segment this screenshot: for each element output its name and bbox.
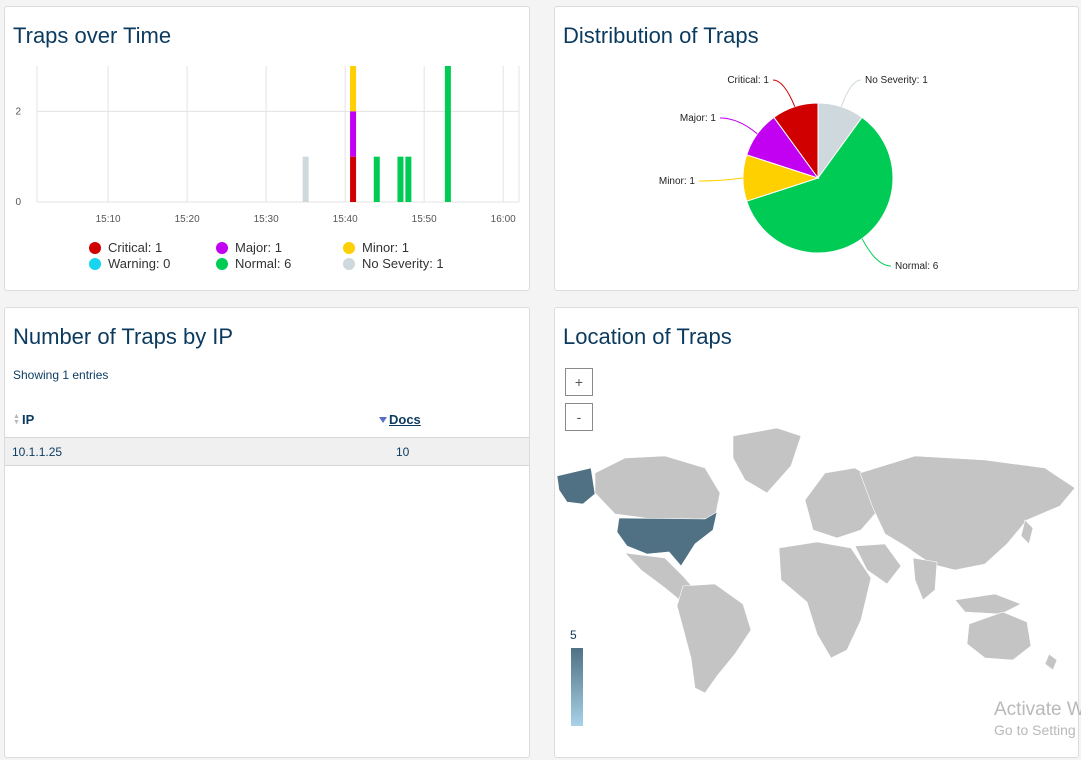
bar-minor	[350, 66, 357, 112]
pie-slice-label: Minor: 1	[659, 176, 696, 187]
bar-major	[350, 111, 357, 157]
panel-title: Distribution of Traps	[563, 23, 759, 48]
activation-watermark: Activate W Go to Setting	[994, 699, 1081, 738]
legend-item[interactable]: Normal: 6	[216, 256, 291, 271]
entries-info: Showing 1 entries	[13, 368, 109, 382]
x-tick-label: 15:40	[333, 214, 358, 225]
map-region-asia	[859, 455, 1076, 571]
pie-slice-label: No Severity: 1	[865, 75, 928, 86]
zoom-out-button[interactable]: -	[565, 403, 593, 431]
distribution-pie-chart: No Severity: 1 Normal: 6 Minor: 1 Major: 1 C…	[659, 75, 939, 272]
map-region-africa	[778, 541, 872, 659]
map-region-japan	[1020, 519, 1034, 545]
x-tick-label: 15:50	[412, 214, 437, 225]
y-tick-label: 0	[15, 197, 21, 208]
x-tick-label: 15:20	[175, 214, 200, 225]
ip-column-header[interactable]: ▲ ▼ IP	[13, 412, 34, 427]
table-row[interactable]: 10.1.1.25 10	[5, 437, 529, 466]
map-region-india	[912, 557, 938, 601]
legend-item[interactable]: Major: 1	[216, 240, 282, 255]
pie-connector-line	[840, 79, 862, 107]
pie-connector-line	[719, 117, 758, 135]
bar-critical	[350, 156, 357, 202]
ip-header-label: IP	[22, 412, 35, 427]
x-tick-label: 15:30	[254, 214, 279, 225]
legend-dot-icon	[216, 257, 228, 270]
map-region-united-states	[616, 511, 718, 567]
legend-item[interactable]: No Severity: 1	[343, 256, 444, 271]
docs-column-header[interactable]: Docs	[379, 412, 421, 427]
x-tick-label: 16:00	[491, 214, 516, 225]
map-region-alaska	[556, 467, 596, 505]
watermark-line-1: Activate W	[994, 699, 1081, 720]
color-scale-max-label: 5	[570, 628, 577, 642]
panel-title: Location of Traps	[563, 324, 732, 349]
legend-label: Warning: 0	[108, 256, 171, 271]
zoom-in-button[interactable]: +	[565, 368, 593, 396]
location-panel: Location of Traps + -	[554, 307, 1079, 758]
pie-connector-line	[772, 79, 796, 107]
pie-connector-line	[698, 177, 744, 182]
legend-dot-icon	[89, 257, 101, 270]
pie-slice-label: Normal: 6	[895, 261, 939, 272]
legend-dot-icon	[89, 241, 101, 254]
bar-normal	[444, 66, 451, 202]
bar-no-severity	[302, 156, 309, 202]
panel-title: Number of Traps by IP	[13, 324, 234, 349]
legend-label: Critical: 1	[108, 240, 163, 255]
pie-slice-critical	[773, 102, 819, 180]
bar-normal	[373, 156, 380, 202]
legend-label: No Severity: 1	[362, 256, 444, 271]
color-scale-bar	[571, 648, 583, 726]
pie-slice-label: Critical: 1	[727, 75, 769, 86]
legend-item[interactable]: Minor: 1	[343, 240, 409, 255]
chart-grid	[36, 66, 520, 203]
map-region-indonesia	[954, 593, 1022, 615]
legend-label: Minor: 1	[362, 240, 409, 255]
traps-by-ip-panel: Number of Traps by IP Showing 1 entries …	[4, 307, 530, 758]
legend-dot-icon	[343, 257, 355, 270]
map-region-new-zealand	[1044, 653, 1058, 671]
watermark-line-2: Go to Setting	[994, 722, 1076, 738]
traps-over-time-chart: 15:10 15:20 15:30 15:40 15:50 16:00 0 2	[15, 66, 520, 225]
ip-cell: 10.1.1.25	[12, 445, 63, 459]
legend-dot-icon	[343, 241, 355, 254]
map-region-greenland	[732, 427, 802, 494]
legend-item[interactable]: Critical: 1	[89, 240, 162, 255]
distribution-panel: Distribution of Traps No Severity: 1 Norm…	[554, 6, 1079, 291]
map-region-australia	[966, 611, 1032, 661]
pie-connector-line	[861, 238, 892, 267]
map-region-south-america	[676, 583, 752, 694]
bar-normal	[397, 156, 404, 202]
world-map[interactable]: 5	[555, 308, 1079, 758]
sort-icon: ▲ ▼	[13, 412, 20, 426]
legend-item[interactable]: Warning: 0	[89, 256, 170, 271]
legend-label: Major: 1	[235, 240, 282, 255]
map-region-middle-east	[854, 543, 902, 585]
map-region-canada	[594, 455, 721, 521]
pie-slice-label: Major: 1	[680, 113, 717, 124]
legend-label: Normal: 6	[235, 256, 292, 271]
panel-title: Traps over Time	[13, 23, 172, 48]
sort-descending-icon	[379, 417, 387, 423]
bar-group	[302, 66, 451, 202]
y-tick-label: 2	[15, 106, 21, 117]
x-tick-label: 15:10	[96, 214, 121, 225]
traps-over-time-panel: Traps over Time 15:10 15:20 15:30 15:40 15:5…	[4, 6, 530, 291]
docs-header-label: Docs	[389, 412, 421, 427]
legend-dot-icon	[216, 241, 228, 254]
docs-cell: 10	[396, 445, 410, 459]
bar-normal	[405, 156, 412, 202]
